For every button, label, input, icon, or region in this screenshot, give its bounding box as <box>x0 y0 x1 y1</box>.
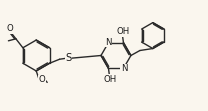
Text: N: N <box>121 64 127 73</box>
Text: O: O <box>6 24 13 33</box>
Text: O: O <box>38 75 45 84</box>
Text: N: N <box>105 38 111 47</box>
Text: S: S <box>66 53 72 63</box>
Text: OH: OH <box>117 27 130 36</box>
Text: OH: OH <box>104 75 117 84</box>
